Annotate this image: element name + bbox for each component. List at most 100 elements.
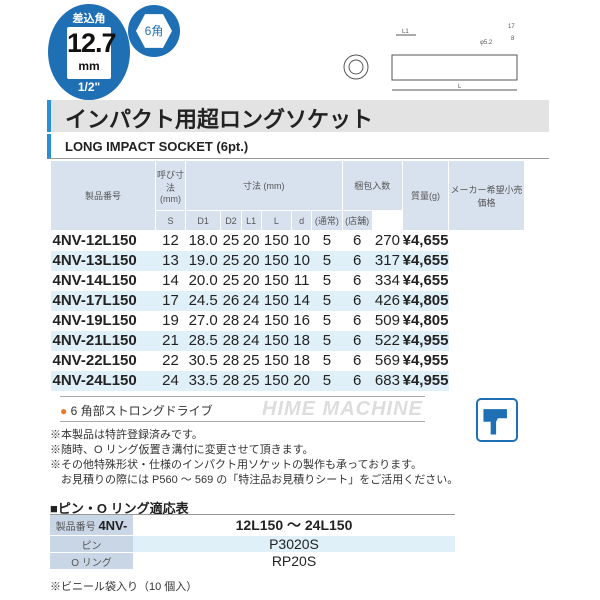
cell: 150: [261, 250, 292, 271]
bullet-icon: ●: [60, 404, 71, 418]
feature-line: ● 6 角部ストロングドライブ: [60, 396, 425, 422]
price: ¥4,805: [402, 312, 449, 329]
cell: 25: [222, 232, 240, 250]
note: ※その他特殊形状・仕様のインパクト用ソケットの製作も承っております。: [50, 459, 423, 471]
price: ¥4,655: [402, 232, 449, 250]
cell: 5: [322, 352, 332, 369]
subheader: S: [155, 210, 186, 231]
cell: 6: [352, 352, 362, 369]
cell: 18.0: [188, 232, 218, 250]
cell: 25: [220, 250, 242, 271]
cell: 10: [293, 232, 310, 250]
cell: 22: [162, 352, 179, 369]
cell: 28: [222, 352, 240, 369]
price: ¥4,955: [402, 330, 449, 351]
cell: 150: [263, 312, 289, 329]
note: ※本製品は特許登録済みです。: [50, 429, 203, 441]
price: ¥4,955: [402, 370, 449, 391]
badge-size: 12.7: [67, 28, 117, 58]
cell: 509: [374, 312, 400, 329]
cell: 19: [162, 312, 179, 329]
pin-value: P3020S: [133, 535, 455, 553]
cell: 18: [291, 330, 312, 351]
part-label: 製品番号: [55, 521, 96, 533]
cell: 13: [155, 250, 186, 271]
cell: 5: [311, 290, 343, 311]
price: ¥4,655: [402, 272, 449, 289]
spec-table: 製品番号 呼び寸法(mm) 寸法 (mm) 梱包入数 質量(g) メーカー希望小…: [50, 160, 525, 391]
cell: 150: [261, 370, 292, 391]
part-prefix: 4NV-: [98, 517, 128, 533]
cell: 17: [155, 290, 186, 311]
cell: 28.5: [185, 330, 221, 351]
cell: 150: [263, 232, 289, 250]
cell: 20: [241, 250, 262, 271]
cell: 10: [291, 250, 312, 271]
cell: 24: [242, 312, 260, 329]
dim-8: 8: [511, 36, 515, 42]
cell: 24: [155, 370, 186, 391]
cell: 6: [352, 232, 362, 250]
subheader: D1: [184, 210, 222, 231]
cell: 33.5: [185, 370, 221, 391]
cell: 5: [311, 370, 343, 391]
cell: 6: [352, 312, 362, 329]
notes: ※本製品は特許登録済みです。 ※随時、O リング仮置き溝付に変更させて頂きます。…: [50, 428, 458, 488]
cell: 25: [241, 370, 262, 391]
cell: 317: [372, 250, 403, 271]
badge-inch: 1/2": [77, 80, 101, 94]
cell: 6: [342, 290, 373, 311]
cell: 569: [374, 352, 400, 369]
dim-17: 17: [508, 24, 515, 30]
subheader: L: [260, 210, 293, 231]
cell: 150: [261, 330, 292, 351]
socket-diagram: L1 L φ5.2 17 8: [343, 24, 518, 91]
pin-table: 製品番号 4NV- 12L150 ～ 24L150 ピン P3020S O リング R…: [50, 514, 455, 570]
cell: 19.0: [185, 250, 221, 271]
cell: 26: [220, 290, 242, 311]
pin-label: ピン: [50, 535, 133, 553]
cell: 150: [261, 290, 292, 311]
col-pack: 梱包入数: [341, 160, 404, 211]
cell: 5: [311, 330, 343, 351]
table-row: 4NV-24L150 24 33.5 28 25 150 20 5 6 683 ¥4,955: [50, 370, 525, 391]
table-row: 4NV-14L150 14 20.0 25 20 150 11 5 6 334 ¥4,655: [51, 271, 525, 291]
table-row: 4NV-19L150 19 27.0 28 24 150 16 5 6 509 ¥4,805: [51, 311, 525, 331]
watermark: HIME MACHINE: [262, 398, 423, 420]
cell: 150: [263, 352, 289, 369]
cell: 12: [162, 232, 179, 250]
col-price: メーカー希望小売価格: [448, 160, 525, 231]
subheader: (通常): [311, 210, 343, 231]
col-mass: 質量(g): [402, 160, 449, 231]
col-nominal: 呼び寸法(mm): [155, 160, 186, 211]
oring-value: RP20S: [133, 552, 455, 570]
cell: 24: [241, 330, 262, 351]
note: お見積りの際には P560 ～ 569 の「特注品お見積りシート」をご活用くださ…: [50, 474, 459, 486]
cell: 5: [322, 232, 332, 250]
dim-phi: φ5.2: [480, 40, 493, 46]
cell: 21: [155, 330, 186, 351]
cell: 426: [372, 290, 403, 311]
cell: 24.5: [185, 290, 221, 311]
price: ¥4,955: [402, 352, 449, 369]
part-number: 4NV-22L150: [52, 352, 137, 369]
drive-size-badge: 差込角 12.7 mm 1/2": [48, 4, 130, 100]
badge-label: 差込角: [72, 13, 106, 25]
cell: 27.0: [188, 312, 218, 329]
part-number: 4NV-17L150: [50, 290, 156, 311]
price: ¥4,655: [402, 250, 449, 271]
subheader: (店舗): [341, 210, 373, 231]
col-part-no: 製品番号: [50, 160, 156, 231]
cell: 5: [311, 250, 343, 271]
cell: 20: [291, 370, 312, 391]
part-number: 4NV-13L150: [50, 250, 156, 271]
hexagon-label: 6角: [136, 14, 172, 48]
cell: 20: [242, 272, 260, 289]
cell: 6: [342, 370, 373, 391]
feature-text: 6 角部ストロングドライブ: [70, 404, 213, 418]
dim-l1: L1: [402, 29, 409, 35]
cell: 20.0: [188, 272, 218, 289]
cell: 6: [352, 272, 362, 289]
table-row: 4NV-17L150 17 24.5 26 24 150 14 5 6 426 ¥4,805: [50, 290, 525, 311]
part-number: 4NV-12L150: [52, 232, 137, 250]
